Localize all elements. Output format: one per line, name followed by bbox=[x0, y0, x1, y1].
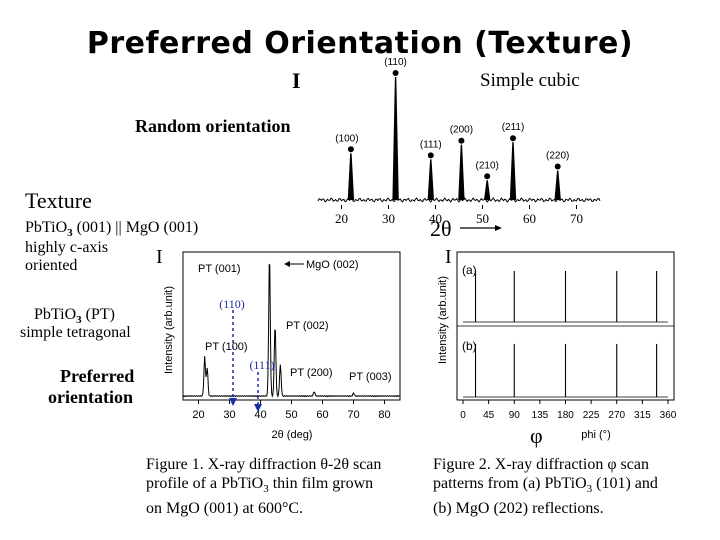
phi-scan-chart: Intensity (arb.unit) phi (°) (a) (b) 0 45 9… bbox=[437, 251, 677, 441]
random-peak-label: (220) bbox=[546, 151, 569, 162]
fig2-tick-label: 0 bbox=[460, 410, 466, 421]
fig1-tick-label: 30 bbox=[223, 409, 235, 421]
fig1-tick-label: 70 bbox=[347, 409, 359, 421]
fig2-tick-label: 225 bbox=[583, 410, 600, 421]
random-peak-marker bbox=[427, 152, 434, 159]
random-peak-marker bbox=[554, 163, 561, 170]
random-peak-label: (200) bbox=[450, 125, 473, 136]
fig2-panel-label: (a) bbox=[462, 263, 477, 277]
random-peak bbox=[347, 153, 355, 201]
random-pattern-chart: (100) (110) (111) (200) (210) (211) (220) 20 30… bbox=[317, 57, 601, 226]
random-peak bbox=[554, 170, 561, 201]
fig1-tick-label: 80 bbox=[378, 409, 390, 421]
figure2-caption-line3: (b) MgO (202) reflections. bbox=[433, 500, 604, 518]
simple-tetragonal-label: simple tetragonal bbox=[20, 324, 131, 341]
random-peak bbox=[392, 76, 399, 201]
arrow-111-head bbox=[254, 404, 262, 412]
fig2-ylabel: Intensity (arb.unit) bbox=[437, 276, 449, 364]
fig2-tick-label: 180 bbox=[557, 410, 574, 421]
random-tick-label: 70 bbox=[570, 211, 583, 226]
two-theta-label: 2θ bbox=[430, 216, 452, 241]
random-peak-label: (210) bbox=[476, 160, 499, 171]
random-peak-label: (110) bbox=[384, 57, 407, 68]
fig2-tick-label: 45 bbox=[483, 410, 495, 421]
slide-title: Preferred Orientation (Texture) bbox=[86, 26, 634, 61]
annotation-110: (110) bbox=[219, 297, 245, 311]
figure2-caption-line2: patterns from (a) PbTiO3 (101) and bbox=[433, 475, 658, 496]
fig2-tick-label: 135 bbox=[532, 410, 549, 421]
figure2-caption: Figure 2. X-ray diffraction φ scan patte… bbox=[433, 455, 658, 518]
fig2-xlabel: phi (°) bbox=[581, 429, 610, 441]
theta-2theta-chart: Intensity (arb.unit) 2θ (deg) PT (001) PT… bbox=[163, 251, 401, 441]
texture-label: Texture bbox=[25, 188, 92, 213]
fig1-peak-label: PT (002) bbox=[286, 320, 329, 332]
arrow-110-head bbox=[229, 398, 237, 406]
fig2-tick-label: 360 bbox=[660, 410, 677, 421]
fig1-peak-label: MgO (002) bbox=[306, 259, 359, 271]
random-tick-label: 50 bbox=[476, 211, 489, 226]
random-peak bbox=[458, 144, 465, 201]
random-orientation-label: Random orientation bbox=[135, 116, 291, 136]
fig1-peak-label: PT (100) bbox=[205, 341, 248, 353]
figure1-caption: Figure 1. X-ray diffraction θ-2θ scan pr… bbox=[146, 455, 381, 518]
random-tick-label: 40 bbox=[429, 211, 442, 226]
random-baseline bbox=[317, 197, 601, 203]
orientation-relation: PbTiO3 (001) || MgO (001) bbox=[25, 219, 199, 240]
oriented-label: oriented bbox=[25, 257, 78, 274]
fig1-xlabel: 2θ (deg) bbox=[272, 429, 313, 441]
intensity-label-right: I bbox=[445, 246, 452, 268]
random-peak-marker bbox=[484, 173, 491, 180]
random-peak-marker bbox=[347, 146, 354, 153]
fig1-tick-label: 50 bbox=[285, 409, 297, 421]
preferred-label: Preferred bbox=[60, 366, 135, 386]
fig1-tick-label: 40 bbox=[254, 409, 266, 421]
two-theta-arrowhead bbox=[495, 225, 502, 231]
random-peak-marker bbox=[392, 70, 399, 76]
phi-symbol: φ bbox=[530, 423, 543, 448]
fig2-tick-label: 90 bbox=[509, 410, 521, 421]
mgo-pointer-head bbox=[284, 261, 290, 267]
fig1-peak-label: PT (003) bbox=[349, 371, 392, 383]
fig2-tick-label: 270 bbox=[608, 410, 625, 421]
simple-cubic-label: Simple cubic bbox=[480, 70, 580, 91]
fig1-tick-label: 60 bbox=[316, 409, 328, 421]
random-peak bbox=[509, 142, 517, 201]
fig1-peak-label: PT (200) bbox=[290, 367, 333, 379]
highly-c-axis-label: highly c-axis bbox=[25, 239, 109, 256]
figure2-caption-line1: Figure 2. X-ray diffraction φ scan bbox=[433, 456, 649, 473]
figure1-caption-line3: on MgO (001) at 600°C. bbox=[146, 500, 304, 518]
fig1-trace bbox=[182, 263, 400, 398]
fig1-tick-label: 20 bbox=[192, 409, 204, 421]
annotation-111: (111) bbox=[249, 358, 274, 372]
random-peak-label: (211) bbox=[502, 122, 525, 133]
fig2-tick-label: 315 bbox=[634, 410, 651, 421]
random-peak-marker bbox=[458, 137, 465, 144]
random-tick-label: 60 bbox=[523, 211, 536, 226]
orientation-label: orientation bbox=[48, 387, 133, 407]
random-peak-label: (111) bbox=[420, 139, 442, 150]
figure1-caption-line2: profile of a PbTiO3 thin film grown bbox=[146, 475, 374, 496]
random-tick-label: 20 bbox=[335, 211, 348, 226]
figure1-caption-line1: Figure 1. X-ray diffraction θ-2θ scan bbox=[146, 456, 382, 473]
random-peak bbox=[427, 159, 434, 201]
intensity-label-left: I bbox=[156, 246, 163, 268]
fig1-ylabel: Intensity (arb.unit) bbox=[163, 286, 175, 374]
random-peak bbox=[484, 180, 491, 201]
random-peak-label: (100) bbox=[335, 133, 358, 144]
intensity-label-top: I bbox=[292, 68, 301, 93]
random-peak-marker bbox=[510, 135, 516, 142]
fig1-peak-label: PT (001) bbox=[198, 263, 241, 275]
random-tick-label: 30 bbox=[382, 211, 395, 226]
fig2-panel-label: (b) bbox=[462, 339, 477, 353]
pt-label: PbTiO3 (PT) bbox=[34, 306, 115, 327]
